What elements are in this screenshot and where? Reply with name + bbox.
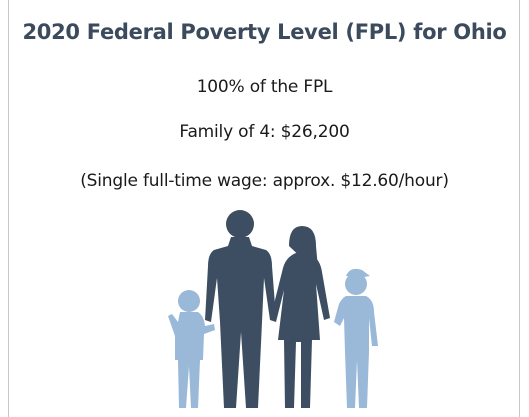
man-silhouette [205,210,276,408]
woman-silhouette [270,226,330,408]
boy-silhouette [334,269,378,408]
family-silhouette [0,0,529,417]
page: 2020 Federal Poverty Level (FPL) for Ohi… [0,0,529,417]
